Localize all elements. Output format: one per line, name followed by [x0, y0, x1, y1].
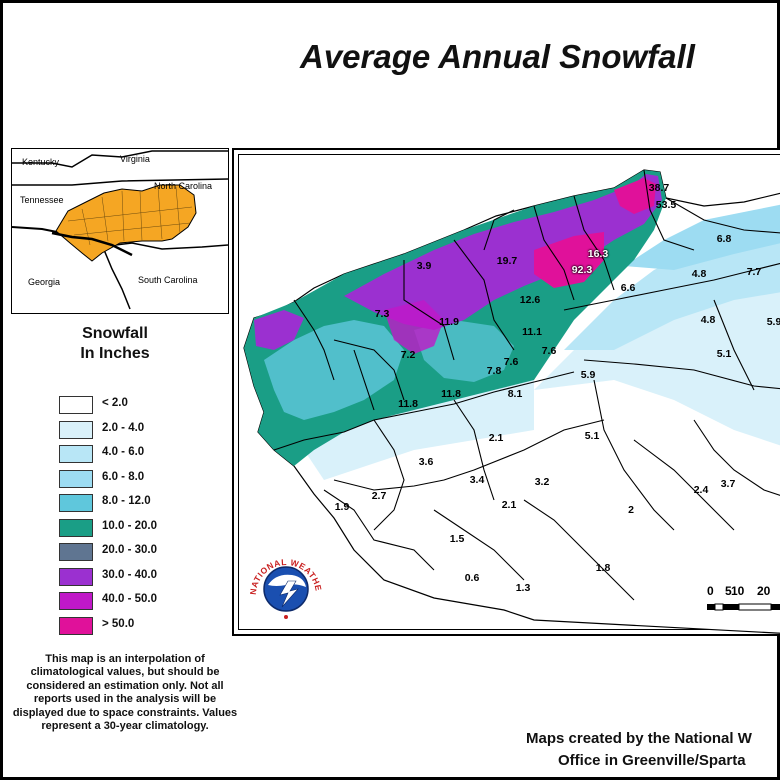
label-virginia: Virginia	[120, 154, 150, 164]
legend-label: 30.0 - 40.0	[102, 568, 157, 581]
label-south-carolina: South Carolina	[138, 275, 198, 285]
legend-swatch	[59, 518, 93, 537]
nws-logo-graphic	[263, 566, 309, 619]
legend-title-line1: Snowfall	[82, 325, 148, 342]
value-label: 2.7	[371, 490, 387, 502]
legend-swatch	[59, 616, 93, 635]
scale-bar-graphic	[707, 603, 780, 611]
legend-label: 10.0 - 20.0	[102, 519, 157, 532]
value-label: 3.6	[418, 456, 434, 468]
label-kentucky: Kentucky	[22, 157, 60, 167]
label-north-carolina: North Carolina	[154, 181, 213, 191]
value-label: 7.3	[374, 308, 390, 320]
value-label: 3.2	[534, 476, 550, 488]
value-label: 7.7	[746, 266, 762, 278]
value-label: 11.9	[439, 316, 459, 328]
legend-label: 4.0 - 6.0	[102, 446, 145, 458]
value-label: 5.9	[766, 316, 780, 328]
nws-logo-text: NATIONAL WEATHER SERVICE	[246, 545, 324, 595]
value-label: 1.3	[515, 582, 531, 594]
label-georgia: Georgia	[28, 277, 61, 287]
value-label: 5.1	[716, 348, 732, 360]
value-label: 11.8	[398, 398, 418, 410]
legend-swatch	[59, 592, 93, 610]
value-label: 1.8	[595, 562, 611, 574]
legend-swatch	[59, 567, 93, 586]
scale-label-20: 20	[757, 584, 771, 598]
inset-map-graphic	[12, 150, 228, 310]
legend-title-line2: In Inches	[80, 345, 150, 362]
scale-label-5: 5	[725, 584, 732, 598]
value-label: 6.8	[716, 233, 732, 245]
value-label: 3.9	[416, 260, 432, 272]
value-label: 7.6	[503, 356, 519, 368]
value-label: 11.8	[441, 388, 461, 400]
value-label: 1.5	[449, 533, 465, 545]
nws-logo: NATIONAL WEATHER SERVICE	[246, 545, 326, 625]
value-label: 92.3	[571, 264, 593, 276]
value-label: 53.5	[655, 199, 677, 211]
value-label: 5.9	[580, 369, 596, 381]
main-map: 38.7 53.5 16.3 92.3 19.7 3.9 6.8 4.8 7.7…	[232, 148, 780, 636]
value-label: 2.1	[488, 432, 504, 444]
value-label: 6.6	[620, 282, 636, 294]
value-label: 2.4	[693, 484, 709, 496]
value-label: 11.1	[522, 326, 542, 338]
value-label: 7.8	[486, 365, 502, 377]
inset-region-fill	[55, 184, 197, 262]
legend-swatch	[59, 396, 93, 414]
legend-swatch	[59, 494, 93, 512]
value-label: 19.7	[496, 255, 518, 267]
value-label: 7.6	[541, 345, 557, 357]
legend-label: 8.0 - 12.0	[102, 495, 151, 507]
legend-swatch	[59, 543, 93, 561]
value-label: 2	[628, 504, 634, 516]
credit-line1: Maps created by the National W	[526, 730, 752, 747]
map-title: Average Annual Snowfall	[300, 38, 695, 75]
label-tennessee: Tennessee	[20, 195, 64, 205]
legend-label: < 2.0	[102, 397, 128, 409]
scale-label-10: 10	[731, 584, 745, 598]
legend-swatch	[59, 420, 93, 439]
value-label: 3.4	[469, 474, 485, 486]
value-label: 4.8	[691, 268, 707, 280]
value-label: 2.1	[501, 499, 517, 511]
value-label: 16.3	[587, 248, 609, 260]
credit-line2: Office in Greenville/Sparta	[558, 752, 746, 769]
value-label: 38.7	[648, 182, 670, 194]
snowfall-map-graphic	[243, 169, 780, 634]
value-label: 0.6	[464, 572, 480, 584]
map-inner-border	[238, 154, 780, 630]
legend-label: 6.0 - 8.0	[102, 470, 145, 483]
scale-label-0: 0	[707, 584, 714, 598]
legend-label: 2.0 - 4.0	[102, 421, 145, 434]
legend-swatch	[59, 469, 93, 488]
legend-swatch	[59, 445, 93, 463]
value-label: 4.8	[700, 314, 716, 326]
value-label: 8.1	[507, 388, 523, 400]
legend-title: Snowfall In Inches	[60, 324, 170, 364]
inset-locator-map: Kentucky Virginia Tennessee North Caroli…	[11, 148, 229, 314]
value-label: 12.6	[519, 294, 541, 306]
legend-label: 40.0 - 50.0	[102, 593, 157, 605]
disclaimer-note: This map is an interpolation of climatol…	[12, 653, 238, 733]
value-label: 1.9	[334, 501, 350, 513]
value-label: 7.2	[400, 349, 416, 361]
value-label: 3.7	[720, 478, 736, 490]
legend-label: 20.0 - 30.0	[102, 544, 157, 556]
value-label: 5.1	[584, 430, 600, 442]
svg-text:NATIONAL WEATHER SERVICE: NATIONAL WEATHER SERVICE	[246, 545, 324, 595]
legend-label: > 50.0	[102, 617, 135, 630]
